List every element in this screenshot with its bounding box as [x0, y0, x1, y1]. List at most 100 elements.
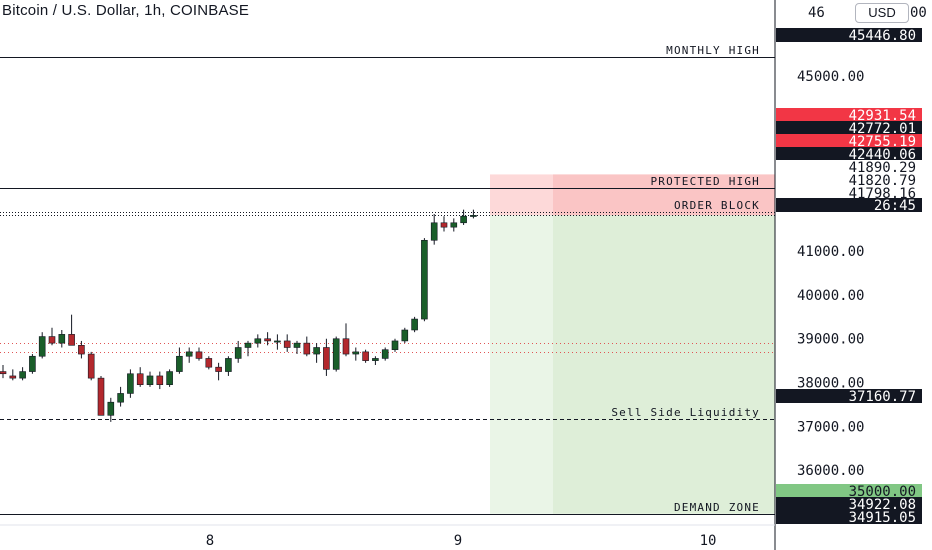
candle-body — [107, 401, 115, 416]
price-tag-label: 35000.00 — [849, 484, 916, 500]
price-tick-label: 40000.00 — [797, 288, 864, 304]
level-lines — [0, 57, 775, 515]
level-label: DEMAND ZONE — [674, 501, 760, 514]
price-tag — [776, 484, 922, 498]
candle-body — [323, 347, 330, 370]
candle-body — [205, 358, 213, 368]
level-label: ORDER BLOCK — [674, 199, 760, 212]
candle-body — [146, 375, 154, 385]
time-tick-label: 9 — [454, 533, 462, 549]
candle-body — [9, 375, 17, 379]
candle-body — [254, 338, 262, 344]
chart-title: Bitcoin / U.S. Dollar, 1h, COINBASE — [2, 2, 250, 19]
price-tag — [776, 389, 922, 403]
price-tag — [776, 198, 922, 212]
price-tick-label: 38000.00 — [797, 376, 864, 392]
candle-body — [274, 340, 281, 343]
price-tick-label: 00 — [910, 5, 927, 21]
price-tick-label: 45000.00 — [797, 69, 864, 85]
candle-body — [97, 377, 105, 416]
candle-body — [283, 340, 291, 348]
candles — [0, 209, 477, 422]
candle-body — [421, 239, 428, 320]
price-tag-label: 42440.06 — [849, 147, 916, 163]
position-zones — [490, 174, 775, 514]
price-tag — [776, 160, 922, 174]
time-tick-label: 10 — [700, 533, 717, 549]
candle-body — [225, 358, 232, 372]
price-tag-label: 42772.01 — [849, 121, 916, 137]
currency-button[interactable]: USD — [855, 3, 909, 23]
level-label: PROTECTED HIGH — [650, 175, 760, 188]
candle-body — [430, 222, 438, 241]
candle-body — [185, 351, 193, 357]
price-tag — [776, 134, 922, 148]
candle-body — [362, 351, 369, 361]
level-label: Sell Side Liquidity — [611, 406, 760, 419]
candle-body — [234, 347, 242, 359]
price-tag — [776, 497, 922, 511]
price-tag — [776, 510, 922, 524]
candle-body — [87, 353, 95, 379]
candle-body — [313, 347, 320, 355]
price-tick-label: 39000.00 — [797, 332, 864, 348]
candle-body — [78, 345, 85, 355]
price-tag — [776, 28, 922, 42]
candle-body — [38, 336, 46, 357]
candle-body — [450, 222, 458, 228]
price-tag-label: 41890.29 — [849, 160, 916, 176]
candle-body — [244, 342, 252, 348]
price-tag-label: 34922.08 — [849, 497, 916, 513]
candle-body — [411, 318, 418, 331]
candle-body — [293, 342, 301, 348]
candle-body — [117, 393, 124, 403]
price-tag — [776, 173, 922, 187]
level-labels: MONTHLY HIGH PROTECTED HIGH ORDER BLOCK Sel… — [611, 44, 760, 514]
price-tag-label: 26:45 — [874, 198, 916, 214]
candle-body — [470, 215, 477, 217]
candle-body — [303, 342, 311, 355]
price-tag — [776, 147, 922, 161]
candle-body — [166, 371, 173, 385]
price-tag-label: 42931.54 — [849, 108, 916, 124]
stop-loss-zone-overlay — [553, 174, 775, 216]
candle-body — [68, 334, 75, 346]
candle-body — [372, 358, 379, 361]
price-axis[interactable]: 45000.0044000.0041000.0040000.0039000.00… — [797, 5, 927, 479]
candle-body — [136, 373, 144, 385]
candle-body — [156, 375, 164, 385]
price-tick-label: 46 — [808, 5, 825, 21]
price-tick-label: 36000.00 — [797, 463, 864, 479]
price-tick-label: 41000.00 — [797, 244, 864, 260]
candle-body — [391, 340, 399, 350]
price-tag-label: 41820.79 — [849, 173, 916, 189]
candle-body — [401, 329, 409, 342]
price-tick-label: 37000.00 — [797, 419, 864, 435]
price-tag — [776, 108, 922, 122]
price-tags: 45446.80 42931.5442772.0142755.1942440.06… — [776, 28, 922, 526]
candle-body — [332, 338, 340, 370]
price-tag-label: 37160.77 — [849, 389, 916, 405]
candle-body — [176, 355, 183, 372]
candle-body — [352, 351, 360, 355]
candle-body — [381, 349, 389, 359]
candle-body — [440, 222, 448, 228]
candle-body — [264, 338, 271, 342]
candle-body — [195, 351, 203, 359]
candle-body — [29, 355, 36, 372]
level-label: MONTHLY HIGH — [666, 44, 760, 57]
price-tag-label: 34915.05 — [849, 510, 916, 526]
price-tag-label: 45446.80 — [849, 28, 916, 44]
candle-body — [48, 336, 56, 344]
candle-body — [19, 371, 26, 379]
candle-body — [127, 373, 134, 394]
candle-body — [58, 334, 66, 344]
time-axis[interactable]: 8 9 10 — [206, 533, 717, 549]
take-profit-zone-overlay — [553, 215, 775, 514]
candle-body — [215, 366, 222, 372]
price-tag — [776, 121, 922, 135]
time-tick-label: 8 — [206, 533, 214, 549]
candle-body — [0, 371, 7, 375]
price-tag — [776, 186, 922, 200]
